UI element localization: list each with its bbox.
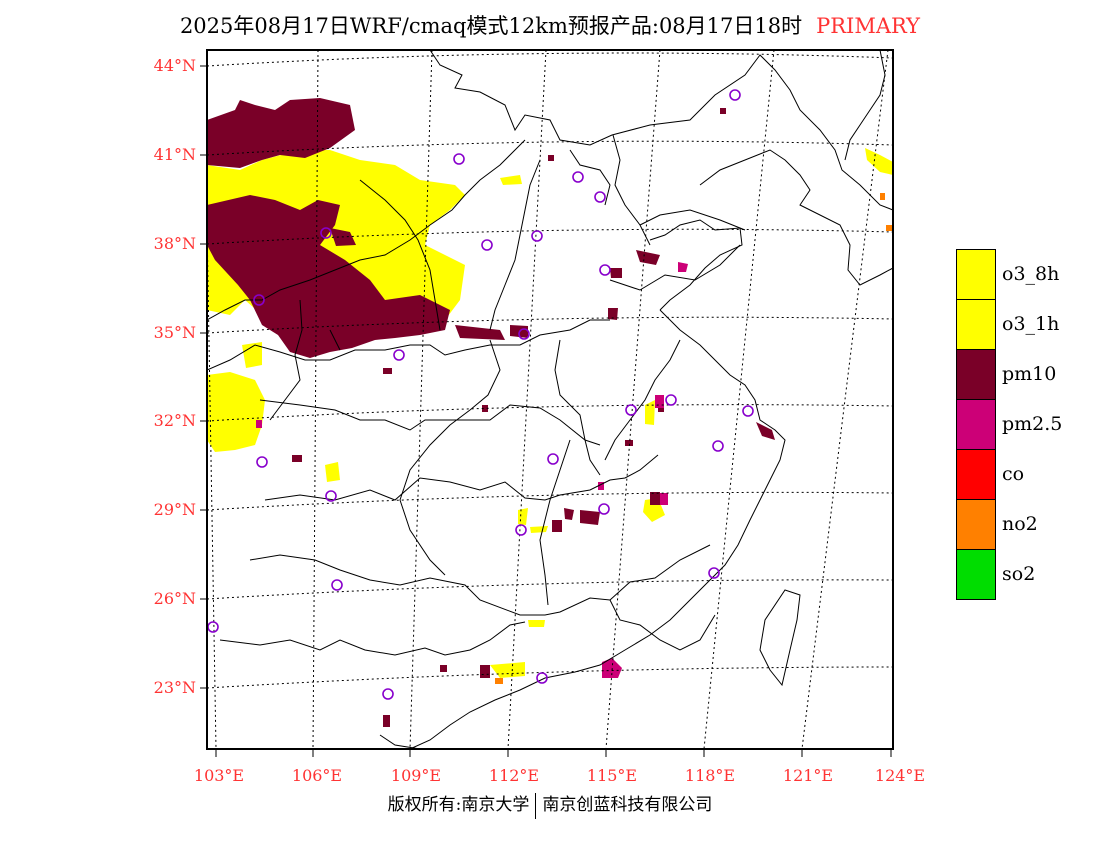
lat-label-29: 29°N — [153, 500, 196, 519]
no2-field — [495, 193, 892, 684]
legend-label: o3_8h — [1002, 263, 1060, 285]
lon-label-115: 115°E — [586, 766, 638, 785]
lat-label-26: 26°N — [153, 589, 196, 608]
station-markers — [207, 89, 754, 700]
legend-swatch — [956, 449, 996, 500]
lon-label-112: 112°E — [488, 766, 540, 785]
copyright-owner: 版权所有:南京大学 — [387, 795, 530, 815]
lat-label-44: 44°N — [153, 56, 196, 75]
lon-label-121: 121°E — [782, 766, 834, 785]
copyright-company: 南京创蓝科技有限公司 — [542, 795, 713, 815]
legend-label: pm2.5 — [1002, 413, 1063, 435]
legend-swatch — [956, 549, 996, 600]
lon-label-106: 106°E — [291, 766, 343, 785]
lon-label-103: 103°E — [193, 766, 245, 785]
lat-label-35: 35°N — [153, 323, 196, 342]
map-frame — [206, 49, 894, 750]
lon-label-118: 118°E — [684, 766, 736, 785]
pm25-field — [256, 262, 688, 678]
copyright-footer: 版权所有:南京大学 南京创蓝科技有限公司 — [0, 790, 1100, 819]
map-title: 2025年08月17日WRF/cmaq模式12km预报产品:08月17日18时 P… — [0, 10, 1100, 40]
legend-swatch — [956, 499, 996, 550]
legend-swatch — [956, 249, 996, 300]
lat-label-32: 32°N — [153, 411, 196, 430]
title-text: 2025年08月17日WRF/cmaq模式12km预报产品:08月17日18时 — [179, 14, 803, 38]
graticule — [207, 50, 893, 749]
lat-label-23: 23°N — [153, 678, 196, 697]
legend-label: co — [1002, 463, 1025, 485]
lon-label-109: 109°E — [390, 766, 442, 785]
lat-label-38: 38°N — [153, 234, 196, 253]
legend-swatch — [956, 399, 996, 450]
coastline — [379, 50, 893, 749]
lon-label-124: 124°E — [874, 766, 926, 785]
legend-label: o3_1h — [1002, 313, 1060, 335]
axis-ticks — [200, 65, 892, 757]
legend-label: no2 — [1002, 513, 1038, 535]
legend-label: so2 — [1002, 563, 1036, 585]
legend-swatch — [956, 299, 996, 350]
legend-label: pm10 — [1002, 363, 1057, 385]
lat-label-41: 41°N — [153, 145, 196, 164]
legend-swatch — [956, 349, 996, 400]
footer-divider — [535, 792, 537, 819]
boundary-lines — [207, 50, 893, 656]
primary-tag: PRIMARY — [816, 14, 921, 38]
